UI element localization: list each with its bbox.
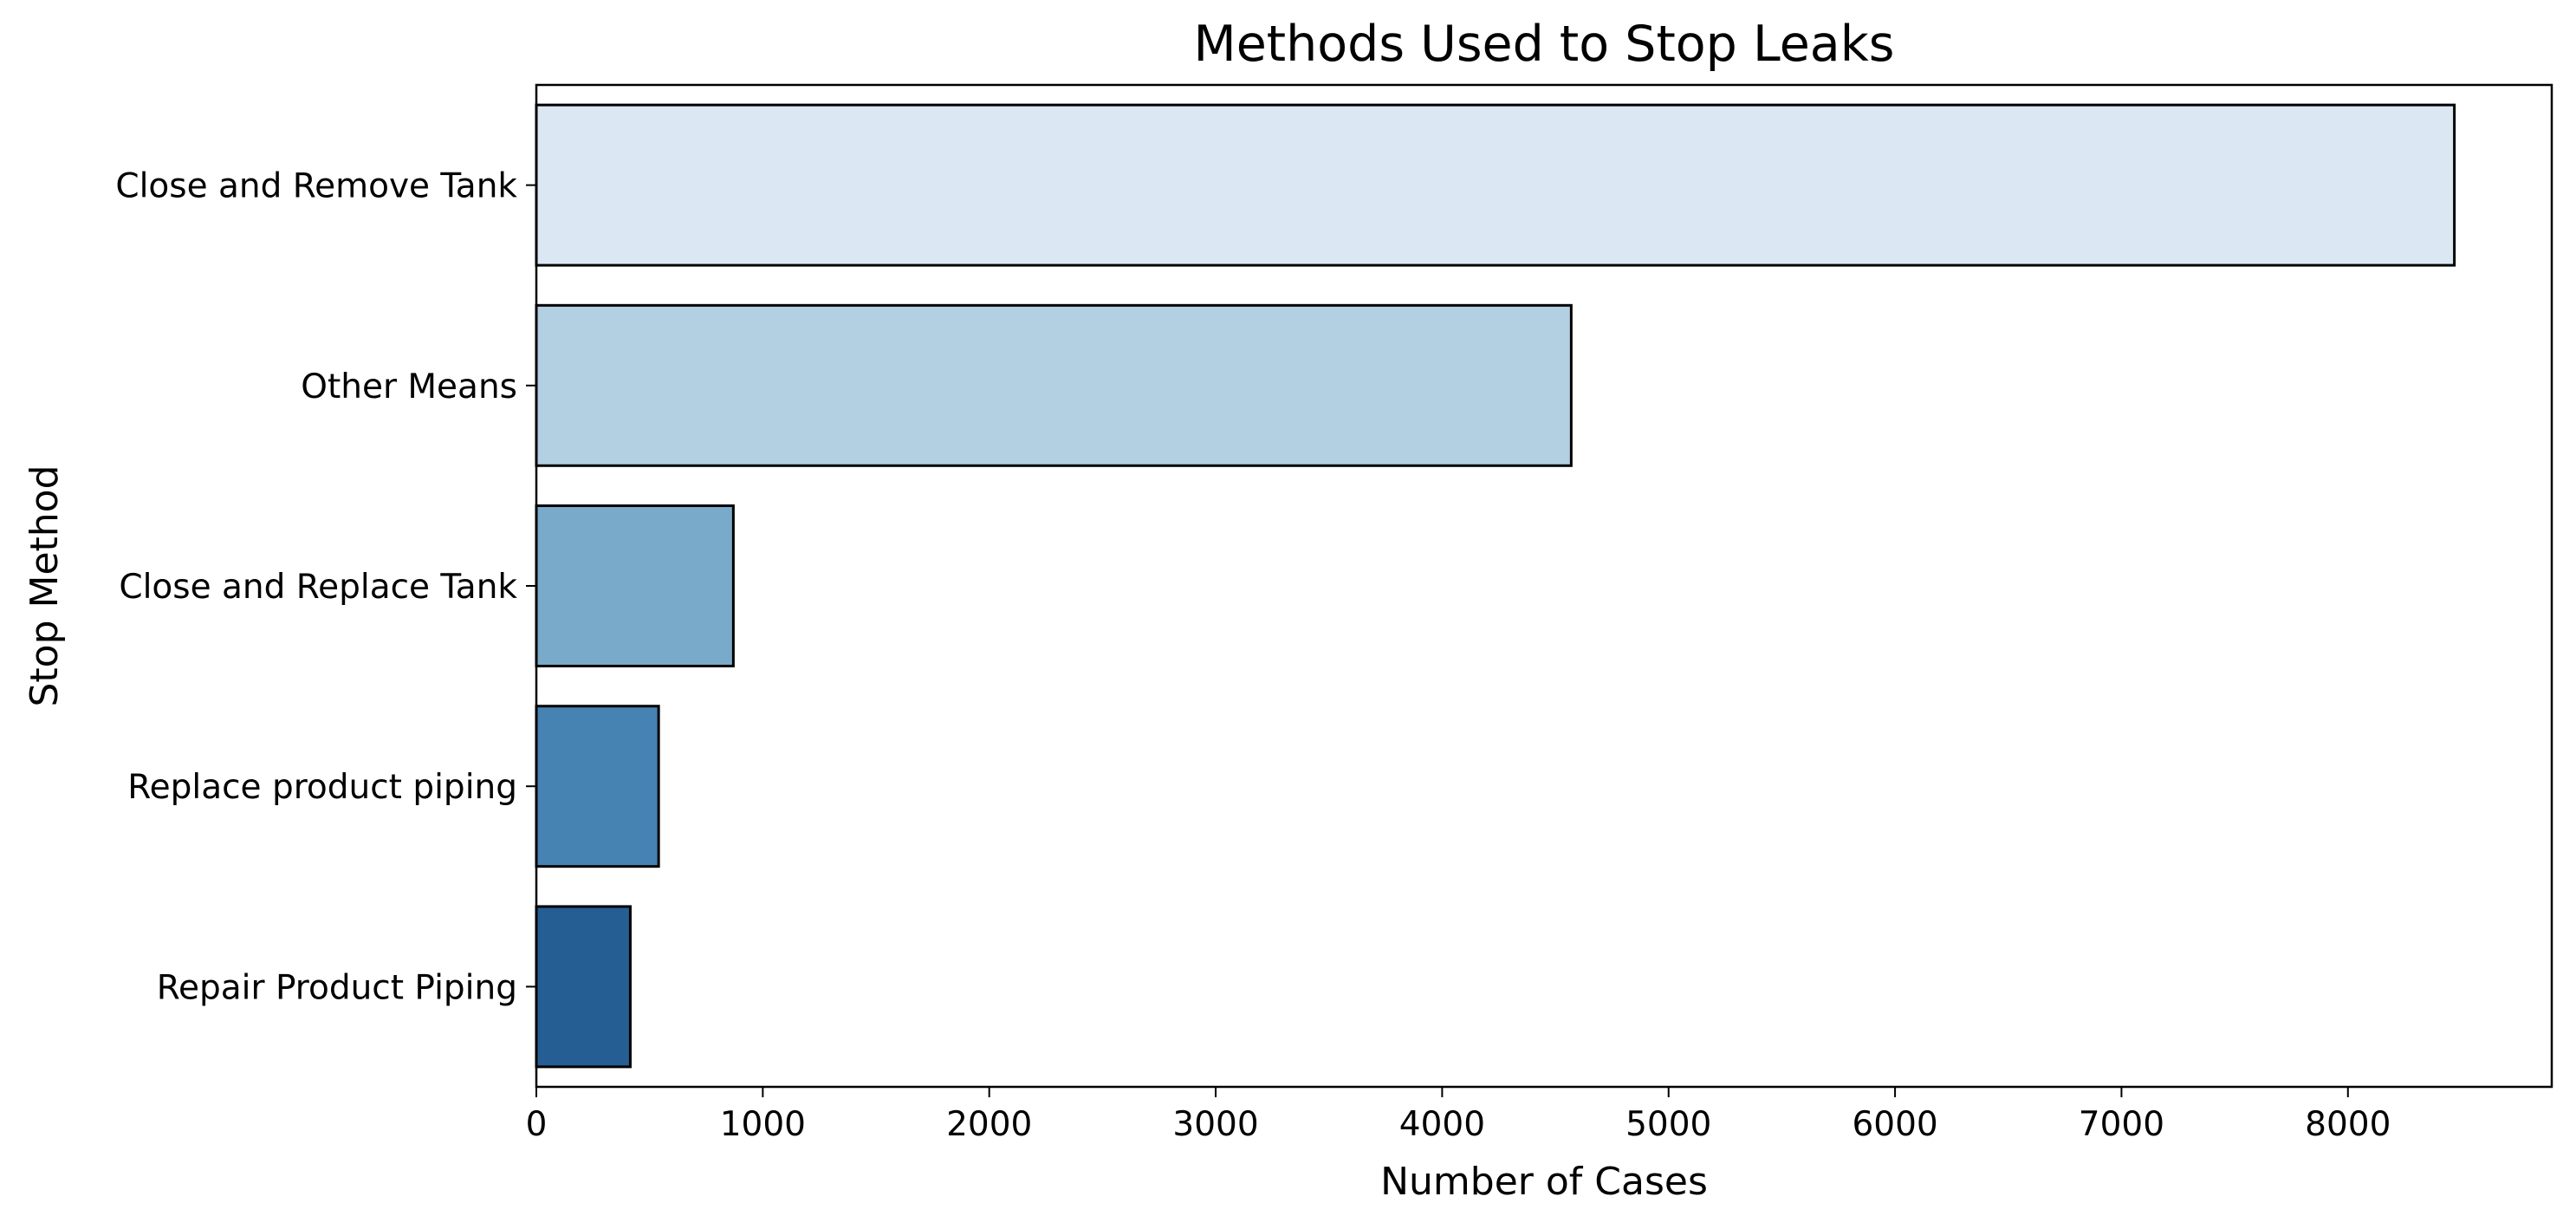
- x-tick-label: 8000: [2305, 1105, 2391, 1144]
- bar: [535, 504, 735, 667]
- x-axis-ticks: 0 1000 2000 3000 4000 5000 6000 7000 8000: [526, 1087, 2391, 1144]
- bars-group: [535, 103, 2456, 1069]
- x-tick-label: 6000: [1852, 1105, 1937, 1144]
- y-tick-label: Close and Remove Tank: [115, 167, 517, 206]
- bar: [535, 705, 660, 868]
- x-tick-label: 4000: [1399, 1105, 1485, 1144]
- y-tick-label: Repair Product Piping: [157, 968, 517, 1007]
- x-axis-label: Number of Cases: [1380, 1160, 1708, 1204]
- y-tick-label: Other Means: [301, 367, 517, 406]
- x-tick-label: 5000: [1625, 1105, 1711, 1144]
- x-tick-label: 1000: [720, 1105, 806, 1144]
- plot-area-frame: [535, 83, 2553, 1089]
- x-tick-label: 2000: [946, 1105, 1032, 1144]
- bar: [535, 103, 2456, 267]
- y-tick-label: Replace product piping: [127, 768, 517, 807]
- x-tick-label: 7000: [2079, 1105, 2164, 1144]
- y-axis-ticks: Close and Remove Tank Other Means Close an…: [115, 167, 536, 1007]
- x-tick-label: 0: [526, 1105, 548, 1144]
- x-tick-label: 3000: [1172, 1105, 1258, 1144]
- bar: [535, 905, 632, 1069]
- bar: [535, 303, 1573, 467]
- y-tick-label: Close and Replace Tank: [119, 568, 517, 607]
- chart-title: Methods Used to Stop Leaks: [1194, 16, 1895, 73]
- y-axis-label: Stop Method: [23, 465, 67, 706]
